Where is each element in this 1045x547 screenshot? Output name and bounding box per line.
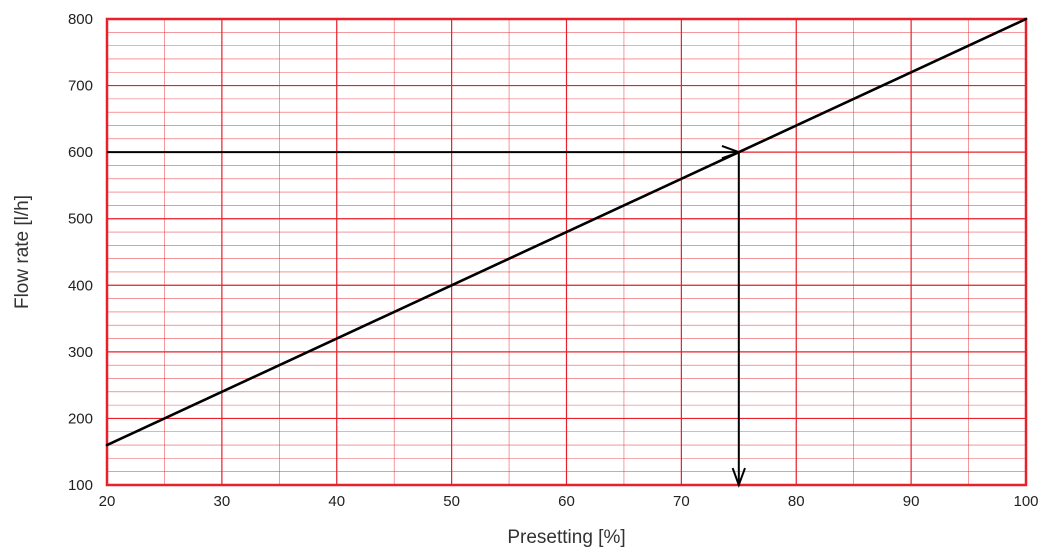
x-tick-labels: 20 30 40 50 60 70 80 90 100 [99,493,1039,510]
y-tick-label: 600 [68,144,93,161]
y-tick-label: 100 [68,477,93,494]
plot-frame [105,17,1028,487]
annotation-layer [107,145,746,488]
y-tick-label: 400 [68,277,93,294]
x-axis-title: Presetting [%] [507,527,625,547]
y-tick-label: 700 [68,78,93,95]
x-tick-label: 50 [443,493,460,510]
series-layer [105,17,1028,447]
annotation-arrow-head [731,467,746,488]
x-tick-label: 40 [328,493,345,510]
x-tick-label: 80 [788,493,805,510]
y-tick-label: 200 [68,410,93,427]
y-tick-label: 300 [68,344,93,361]
y-tick-label: 500 [68,211,93,228]
series-line [105,17,1028,447]
y-tick-label: 800 [68,11,93,28]
major-grid [106,18,1027,486]
y-axis-title: Flow rate [l/h] [12,195,33,309]
x-tick-label: 70 [673,493,690,510]
x-tick-label: 20 [99,493,116,510]
x-tick-label: 60 [558,493,575,510]
x-tick-label: 30 [214,493,231,510]
x-tick-label: 100 [1013,493,1038,510]
x-tick-label: 90 [903,493,920,510]
y-tick-labels: 100 200 300 400 500 600 700 800 [68,11,93,494]
